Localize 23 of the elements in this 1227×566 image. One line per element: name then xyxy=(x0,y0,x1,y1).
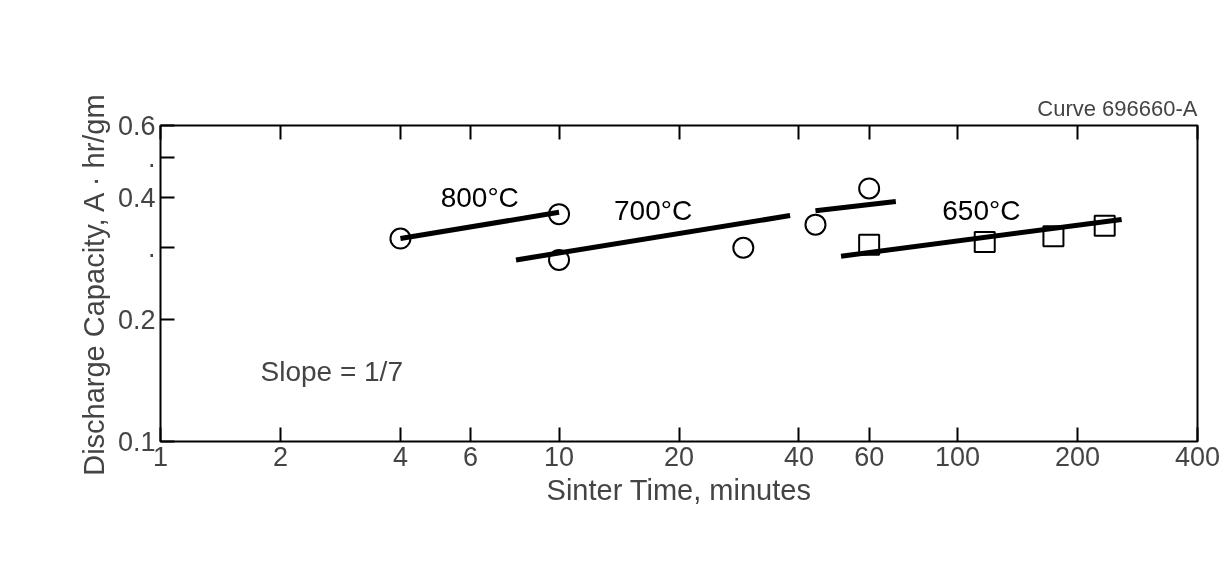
x-axis-title: Sinter Time, minutes xyxy=(546,473,811,506)
x-tick-label: 100 xyxy=(935,441,981,472)
y-tick-label: 0.4 xyxy=(117,182,156,213)
x-tick-label: 400 xyxy=(1174,441,1221,472)
y-tick-label: 0.6 xyxy=(117,111,156,141)
y-tick-label: . xyxy=(148,143,156,174)
x-tick-label: 2 xyxy=(272,441,288,472)
x-tick-label: 4 xyxy=(392,441,408,472)
x-tick-label: 6 xyxy=(463,441,479,472)
y-axis-title: Discharge Capacity, A · hr/gm xyxy=(77,94,110,476)
x-tick-label: 10 xyxy=(544,441,575,472)
text: Curve 696660-A xyxy=(1037,95,1198,121)
annotation: Slope = 1/7 xyxy=(260,356,403,387)
series-label: 800°C xyxy=(440,182,519,214)
y-tick-label: . xyxy=(148,233,156,264)
x-tick-label: 20 xyxy=(663,441,695,472)
series-label: 700°C xyxy=(613,194,693,226)
x-tick-label: 200 xyxy=(1055,441,1101,472)
y-tick-label: 0.2 xyxy=(117,304,156,335)
series-label: 650°C xyxy=(942,194,1021,226)
x-tick-label: 40 xyxy=(783,441,814,472)
y-tick-label: 0.1 xyxy=(117,427,156,457)
x-tick-label: 60 xyxy=(854,441,885,472)
